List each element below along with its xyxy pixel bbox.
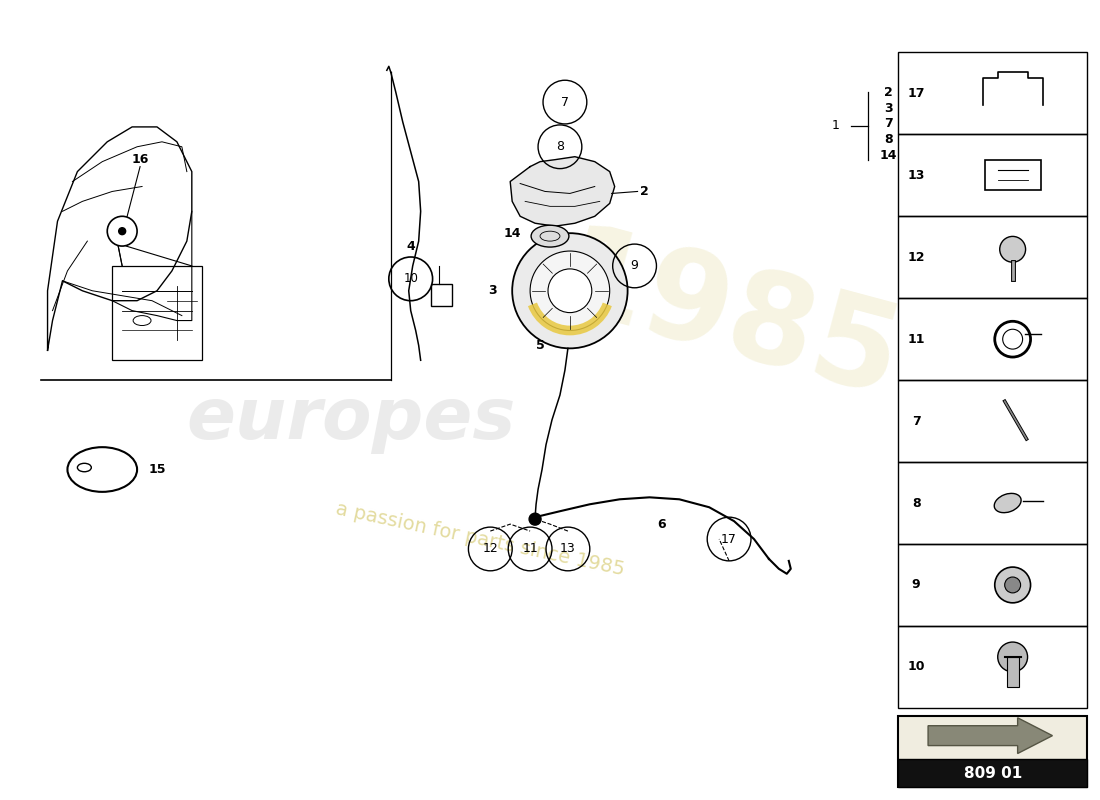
Bar — [899, 53, 1087, 134]
Bar — [899, 544, 1087, 626]
Text: 6: 6 — [657, 518, 665, 530]
Circle shape — [119, 228, 125, 234]
Circle shape — [998, 642, 1027, 672]
Text: 17: 17 — [908, 87, 925, 100]
Text: 2: 2 — [884, 86, 893, 98]
Bar — [899, 134, 1087, 216]
Text: a passion for parts since 1985: a passion for parts since 1985 — [334, 499, 627, 579]
Ellipse shape — [994, 494, 1021, 513]
Bar — [1006, 657, 1019, 686]
Circle shape — [1004, 577, 1021, 593]
Text: 7: 7 — [912, 414, 921, 428]
Circle shape — [529, 514, 541, 525]
Text: 12: 12 — [908, 250, 925, 264]
Text: europes: europes — [186, 386, 516, 454]
Text: 8: 8 — [884, 134, 892, 146]
Text: 9: 9 — [630, 259, 638, 273]
Bar — [899, 716, 1087, 787]
Ellipse shape — [531, 226, 569, 247]
Bar — [899, 626, 1087, 708]
Text: 14: 14 — [504, 226, 521, 240]
Text: 7: 7 — [884, 118, 893, 130]
Text: 3: 3 — [884, 102, 892, 114]
Bar — [984, 161, 1041, 190]
Text: 1: 1 — [832, 119, 839, 133]
Text: 11: 11 — [908, 333, 925, 346]
Polygon shape — [510, 157, 615, 226]
Text: 8: 8 — [556, 140, 564, 154]
Text: 10: 10 — [404, 272, 418, 286]
Bar — [899, 759, 1087, 787]
Circle shape — [994, 567, 1031, 603]
Circle shape — [513, 233, 628, 348]
Text: 9: 9 — [912, 578, 921, 591]
Polygon shape — [928, 718, 1053, 754]
Bar — [899, 216, 1087, 298]
Text: 12: 12 — [483, 542, 498, 555]
Text: 7: 7 — [561, 95, 569, 109]
Bar — [899, 462, 1087, 544]
Text: 13: 13 — [560, 542, 575, 555]
Text: 3: 3 — [488, 284, 496, 298]
Text: 17: 17 — [722, 533, 737, 546]
Text: 15: 15 — [148, 463, 166, 476]
Text: 2: 2 — [639, 185, 648, 198]
Text: 10: 10 — [908, 660, 925, 674]
Text: 16: 16 — [131, 153, 149, 166]
Bar — [112, 266, 201, 360]
Bar — [430, 284, 452, 306]
Text: 14: 14 — [880, 150, 896, 162]
Text: 11: 11 — [522, 542, 538, 555]
Text: 5: 5 — [536, 339, 544, 352]
Text: 1985: 1985 — [546, 217, 913, 424]
Bar — [899, 298, 1087, 380]
Text: 13: 13 — [908, 169, 925, 182]
Circle shape — [1000, 236, 1025, 262]
Text: 8: 8 — [912, 497, 921, 510]
Bar — [899, 380, 1087, 462]
Text: 4: 4 — [406, 239, 415, 253]
Circle shape — [530, 251, 609, 330]
Circle shape — [548, 269, 592, 313]
Text: 809 01: 809 01 — [964, 766, 1022, 781]
